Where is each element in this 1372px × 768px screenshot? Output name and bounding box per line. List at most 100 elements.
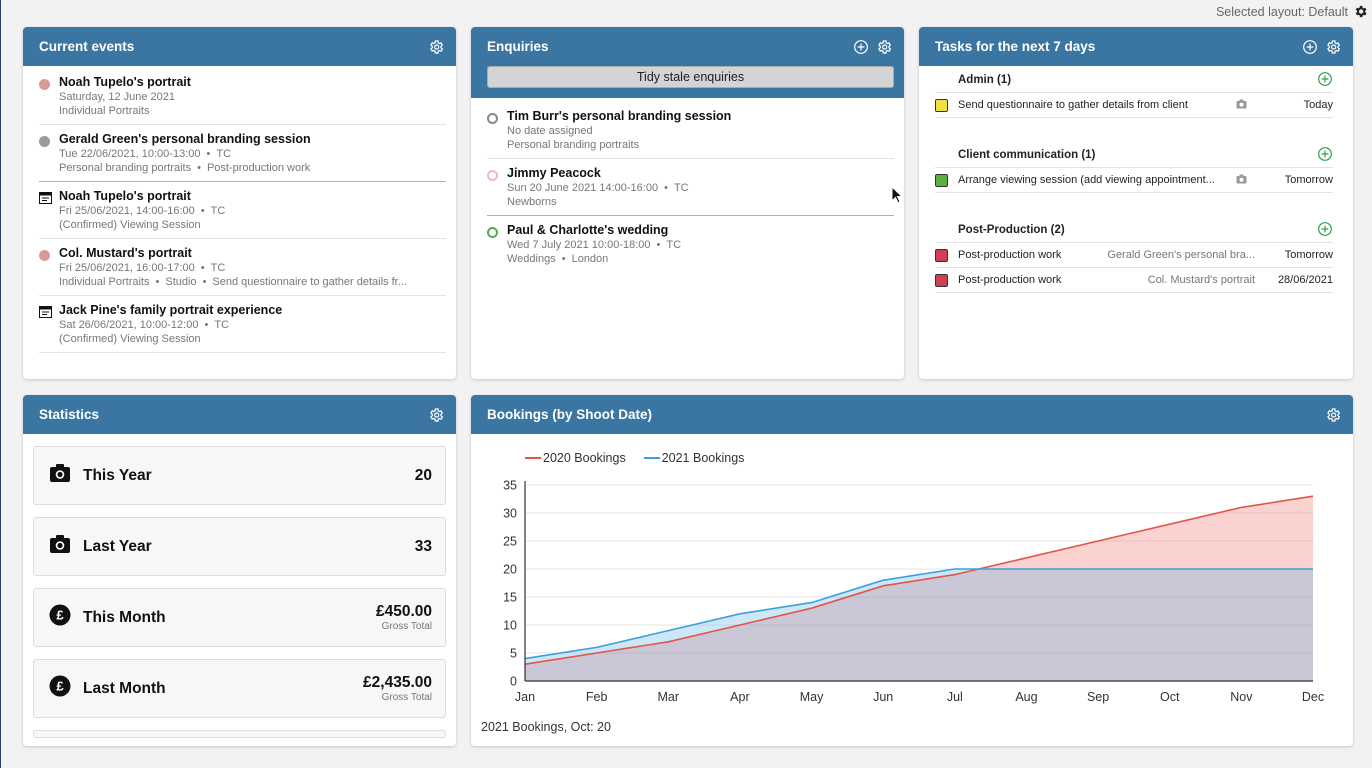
stat-label: This Month (83, 608, 166, 626)
detail-text: Weddings (507, 253, 556, 265)
stat-card[interactable]: £ This Month £450.00 Gross Total (33, 588, 446, 647)
enquiry-body: Tim Burr's personal branding session No d… (507, 108, 731, 152)
task-group-title: Client communication (1) (958, 149, 1096, 161)
event-detail: Weddings • London (507, 252, 681, 266)
task-group: Post-Production (2) Post-production work G… (919, 218, 1353, 293)
legend-item[interactable]: 2020 Bookings (525, 451, 626, 465)
current-events-panel: Current events Noah Tupelo's portrait Sat… (23, 27, 456, 379)
stat-card[interactable]: £ Last Month £2,435.00 Gross Total (33, 659, 446, 718)
add-task-icon[interactable] (1317, 221, 1333, 240)
panel-header: Statistics (23, 395, 456, 434)
detail-text: Sat 26/06/2021, 10:00-12:00 (59, 319, 199, 331)
gear-icon[interactable] (1325, 39, 1341, 55)
task-due-date: Tomorrow (1284, 249, 1333, 261)
camera-icon (1236, 174, 1247, 187)
camera-icon (1236, 99, 1247, 112)
stat-value: 20 (414, 466, 432, 484)
event-item[interactable]: Col. Mustard's portrait Fri 25/06/2021, 1… (39, 243, 446, 296)
task-row[interactable]: Arrange viewing session (add viewing app… (935, 168, 1333, 193)
bullet-separator: • (200, 205, 205, 217)
event-body: Gerald Green's personal branding session… (59, 131, 311, 175)
detail-text: Individual Portraits (59, 276, 150, 288)
legend-label: 2021 Bookings (661, 451, 745, 465)
event-item[interactable]: Noah Tupelo's portrait Saturday, 12 June … (39, 72, 446, 125)
event-item[interactable]: Noah Tupelo's portrait Fri 25/06/2021, 14… (39, 186, 446, 239)
task-group: Client communication (1) Arrange viewing … (919, 143, 1353, 193)
task-checkbox[interactable] (935, 248, 948, 262)
x-tick-label: Dec (1302, 690, 1324, 704)
detail-text: Saturday, 12 June 2021 (59, 91, 175, 103)
task-checkbox[interactable] (935, 173, 948, 187)
task-title: Post-production work (958, 274, 1062, 286)
status-dot-icon (39, 74, 59, 118)
x-tick-label: Mar (658, 690, 680, 704)
event-item[interactable]: Gerald Green's personal branding session… (39, 129, 446, 182)
task-due-date: Tomorrow (1284, 174, 1333, 186)
event-detail: (Confirmed) Viewing Session (59, 218, 225, 232)
bullet-separator: • (202, 276, 207, 288)
detail-text: TC (210, 262, 226, 274)
event-detail: Personal branding portraits (507, 138, 731, 152)
add-circle-icon[interactable] (853, 39, 869, 55)
layout-selector[interactable]: Selected layout: Default (1216, 4, 1368, 19)
tasks-list: Admin (1) Send questionnaire to gather de… (919, 66, 1353, 293)
event-detail: Saturday, 12 June 2021 (59, 90, 191, 104)
panel-title: Enquiries (487, 39, 549, 54)
task-checkbox[interactable] (935, 98, 948, 112)
chart-tooltip-readout: 2021 Bookings, Oct: 20 (481, 720, 611, 734)
event-item[interactable]: Jack Pine's family portrait experience Sa… (39, 300, 446, 353)
task-checkbox[interactable] (935, 273, 948, 287)
task-row[interactable]: Post-production work Gerald Green's perso… (935, 243, 1333, 268)
enquiry-body: Jimmy Peacock Sun 20 June 2021 14:00-16:0… (507, 165, 689, 209)
tidy-stale-enquiries-button[interactable]: Tidy stale enquiries (487, 66, 894, 88)
detail-text: TC (666, 239, 682, 251)
bookings-chart[interactable]: 0 5 10 15 20 25 30 35 Jan Feb Mar Apr May Jun Jul Aug Se… (471, 434, 1353, 734)
task-group-title: Post-Production (2) (958, 224, 1065, 236)
gear-icon[interactable] (428, 39, 444, 55)
layout-label: Selected layout: Default (1215, 4, 1348, 19)
event-detail: Individual Portraits (59, 104, 191, 118)
task-row[interactable]: Post-production work Col. Mustard's portr… (935, 268, 1333, 293)
task-reference: Gerald Green's personal bra... (1107, 249, 1255, 261)
detail-text: Wed 7 July 2021 10:00-18:00 (507, 239, 651, 251)
svg-text:£: £ (56, 679, 64, 694)
enquiry-item[interactable]: Jimmy Peacock Sun 20 June 2021 14:00-16:0… (487, 163, 894, 216)
gear-icon[interactable] (1353, 4, 1368, 19)
bullet-separator: • (155, 276, 160, 288)
task-reference: Col. Mustard's portrait (1147, 274, 1255, 286)
add-task-icon[interactable] (1317, 146, 1333, 165)
gear-icon[interactable] (428, 407, 444, 423)
event-title: Gerald Green's personal branding session (59, 132, 311, 146)
tasks-panel: Tasks for the next 7 days Admin (1) Send … (919, 27, 1353, 379)
enquiry-title: Paul & Charlotte's wedding (507, 223, 669, 237)
y-tick-label: 10 (503, 619, 517, 633)
x-tick-label: Aug (1015, 690, 1037, 704)
add-task-icon[interactable] (1317, 71, 1333, 90)
x-tick-label: Apr (730, 690, 749, 704)
task-group-header: Admin (1) (935, 68, 1333, 93)
enquiries-panel: Enquiries Tidy stale enquiries Tim Burr'… (471, 27, 904, 379)
stat-card-partial (33, 730, 446, 738)
stat-value: £2,435.00 Gross Total (363, 674, 432, 703)
detail-text: Post-production work (206, 162, 311, 174)
stat-card[interactable]: Last Year 33 (33, 517, 446, 576)
task-row[interactable]: Send questionnaire to gather details fro… (935, 93, 1333, 118)
enquiry-item[interactable]: Paul & Charlotte's wedding Wed 7 July 202… (487, 220, 894, 272)
x-tick-label: Oct (1160, 690, 1180, 704)
panel-title: Bookings (by Shoot Date) (487, 407, 652, 422)
add-circle-icon[interactable] (1302, 39, 1318, 55)
gear-icon[interactable] (1325, 407, 1341, 423)
gear-icon[interactable] (876, 39, 892, 55)
enquiry-item[interactable]: Tim Burr's personal branding session No d… (487, 106, 894, 159)
x-tick-label: Jul (947, 690, 963, 704)
event-title: Noah Tupelo's portrait (59, 75, 191, 89)
y-tick-label: 35 (503, 479, 517, 493)
stat-label: Last Year (83, 537, 152, 555)
bullet-separator: • (200, 262, 205, 274)
chart-legend[interactable]: 2020 Bookings 2021 Bookings (525, 451, 744, 465)
stat-card[interactable]: This Year 20 (33, 446, 446, 505)
statistics-cards: This Year 20 Last Year 33 £ This Month £450.00… (23, 446, 456, 738)
detail-text: (Confirmed) Viewing Session (59, 219, 201, 231)
legend-item[interactable]: 2021 Bookings (643, 451, 745, 465)
event-detail: (Confirmed) Viewing Session (59, 332, 282, 346)
